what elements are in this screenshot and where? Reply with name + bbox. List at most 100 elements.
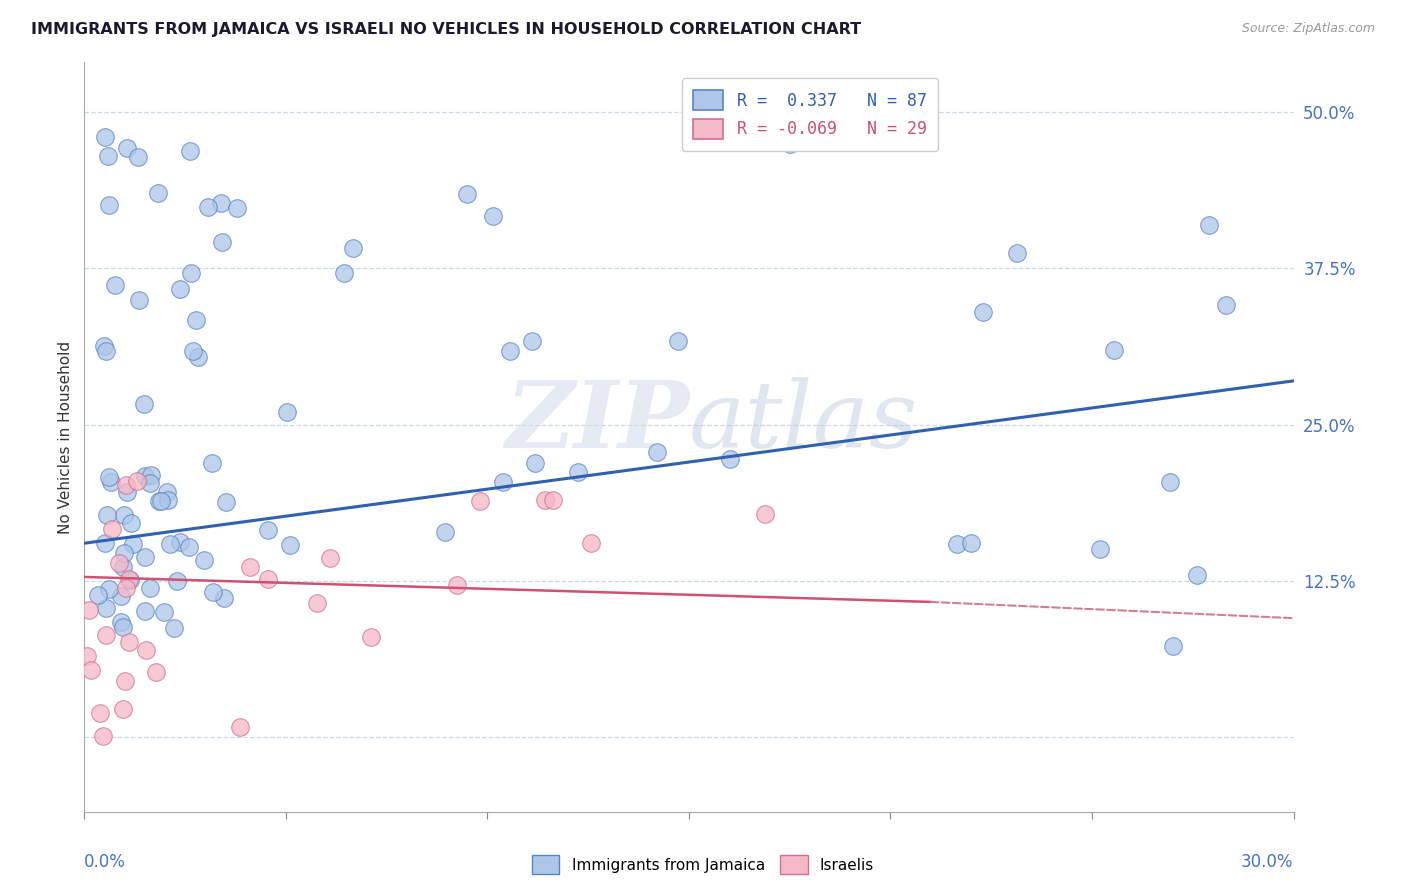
Legend: Immigrants from Jamaica, Israelis: Immigrants from Jamaica, Israelis [526,849,880,880]
Text: IMMIGRANTS FROM JAMAICA VS ISRAELI NO VEHICLES IN HOUSEHOLD CORRELATION CHART: IMMIGRANTS FROM JAMAICA VS ISRAELI NO VE… [31,22,860,37]
Legend: R =  0.337   N = 87, R = -0.069   N = 29: R = 0.337 N = 87, R = -0.069 N = 29 [682,78,938,151]
Point [120,516,142,531]
Point [115,477,138,491]
Point [104,278,127,293]
Point [118,573,141,587]
Text: atlas: atlas [689,377,918,467]
Point [128,293,150,307]
Point [209,195,232,210]
Point [239,560,262,574]
Point [134,549,156,564]
Point [211,235,233,250]
Point [718,451,741,466]
Point [115,484,138,499]
Point [139,468,162,483]
Point [115,581,138,595]
Point [177,540,200,554]
Point [522,334,544,349]
Point [97,470,120,484]
Point [581,536,603,550]
Point [666,334,689,348]
Point [197,201,219,215]
Point [156,493,179,508]
Point [145,665,167,679]
Text: 0.0%: 0.0% [84,853,127,871]
Point [87,588,110,602]
Point [1088,541,1111,556]
Point [1215,298,1237,312]
Point [96,601,118,615]
Text: Source: ZipAtlas.com: Source: ZipAtlas.com [1241,22,1375,36]
Point [1161,639,1184,653]
Text: 30.0%: 30.0% [1241,853,1294,871]
Point [159,537,181,551]
Point [446,578,468,592]
Point [360,630,382,644]
Point [118,635,141,649]
Point [112,702,135,716]
Point [214,591,236,606]
Point [156,484,179,499]
Point [492,475,515,490]
Point [342,241,364,255]
Point [97,582,120,597]
Point [134,604,156,618]
Point [135,643,157,657]
Point [193,553,215,567]
Point [96,343,118,358]
Point [93,130,115,145]
Point [180,267,202,281]
Point [107,556,129,570]
Point [186,313,208,327]
Text: ZIP: ZIP [505,377,689,467]
Point [1198,218,1220,232]
Point [101,522,124,536]
Point [93,536,115,550]
Point [163,621,186,635]
Point [567,465,589,479]
Point [94,628,117,642]
Point [779,136,801,151]
Point [149,493,172,508]
Point [166,574,188,589]
Point [972,305,994,319]
Point [110,615,132,630]
Point [276,405,298,419]
Point [534,493,557,508]
Point [91,729,114,743]
Point [93,339,115,353]
Point [146,186,169,200]
Point [97,198,120,212]
Point [153,606,176,620]
Point [169,282,191,296]
Point [256,573,278,587]
Point [183,343,205,358]
Point [114,546,136,560]
Point [111,560,134,574]
Point [1102,343,1125,358]
Point [945,537,967,551]
Point [139,581,162,595]
Point [305,596,328,610]
Point [226,202,249,216]
Point [179,144,201,158]
Point [1159,475,1181,489]
Point [127,150,149,164]
Y-axis label: No Vehicles in Household: No Vehicles in Household [58,341,73,533]
Point [89,706,111,720]
Point [499,344,522,359]
Point [319,550,342,565]
Point [111,620,134,634]
Point [97,148,120,162]
Point [202,585,225,599]
Point [96,508,118,522]
Point [148,493,170,508]
Point [100,475,122,490]
Point [645,445,668,459]
Point [278,539,301,553]
Point [125,474,148,488]
Point [456,186,478,201]
Point [134,468,156,483]
Point [80,663,103,677]
Point [187,350,209,364]
